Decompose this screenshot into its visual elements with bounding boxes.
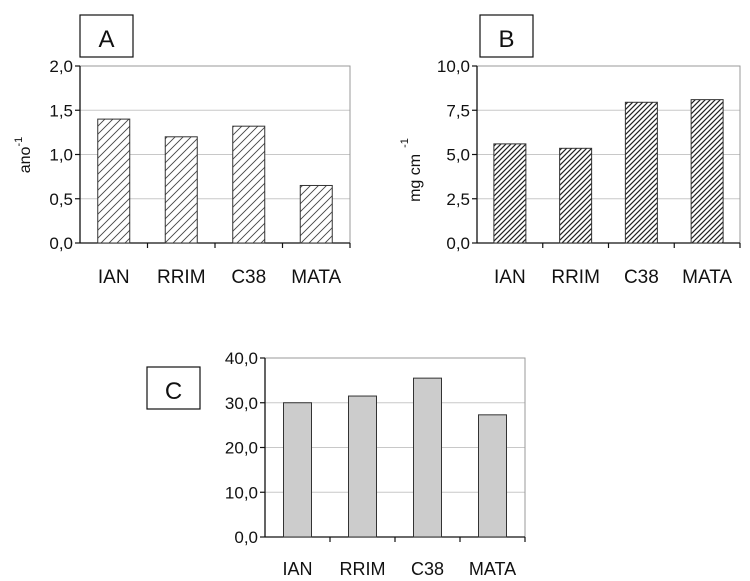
x-tick-label: RRIM <box>340 559 386 579</box>
panel-a-label: A <box>98 26 114 53</box>
y-tick-label: 10,0 <box>225 483 258 502</box>
panel-c-plot: 0,0 10,0 20,0 30,0 40,0 IAN RRIM C38 MATA <box>225 349 526 579</box>
y-tick-label: 10,0 <box>437 57 470 76</box>
y-tick-label: 2,0 <box>49 57 73 76</box>
bar-mata <box>299 184 333 244</box>
panel-b-y-axis-label: mg cm-1 <box>399 138 424 202</box>
bar-rrim <box>164 136 198 244</box>
bar-mata <box>478 414 507 538</box>
panel-c-label: C <box>165 378 182 405</box>
y-tick-label: 1,5 <box>49 101 73 120</box>
panel-b: B 0,0 2,5 5,0 7,5 10,0 IAN RRIM C38 MATA mg cm-1 <box>399 14 741 288</box>
y-tick-label: 0,0 <box>446 234 470 253</box>
bar-ian <box>97 118 131 244</box>
y-tick-label: 0,5 <box>49 190 73 209</box>
y-tick-label: 40,0 <box>225 349 258 368</box>
panel-c-label-box <box>146 366 201 410</box>
x-tick-label: C38 <box>411 559 444 579</box>
bar-c38 <box>413 377 442 538</box>
x-tick-label: MATA <box>682 267 732 288</box>
x-tick-label: RRIM <box>551 267 600 288</box>
panel-b-label: B <box>498 26 514 53</box>
panel-a: A 0,0 0,5 1,0 1,5 2,0 IAN RRIM C38 MATA ano-1 <box>13 14 351 288</box>
bar-rrim <box>348 395 377 538</box>
panel-a-plot: 0,0 0,5 1,0 1,5 2,0 IAN RRIM C38 MATA <box>49 57 351 288</box>
bar-c38 <box>624 101 658 244</box>
y-tick-label: 0,0 <box>49 234 73 253</box>
x-tick-label: IAN <box>494 267 526 288</box>
panel-a-label-box <box>79 14 134 58</box>
panel-b-plot: 0,0 2,5 5,0 7,5 10,0 IAN RRIM C38 MATA <box>437 57 741 288</box>
y-tick-label: 2,5 <box>446 190 470 209</box>
bar-c38 <box>232 125 266 244</box>
y-tick-label: 1,0 <box>49 146 73 165</box>
x-tick-label: IAN <box>98 267 130 288</box>
bar-mata <box>690 99 724 244</box>
bar-rrim <box>559 147 593 244</box>
x-tick-label: IAN <box>282 559 312 579</box>
bar-ian <box>493 143 527 244</box>
y-tick-label: 30,0 <box>225 394 258 413</box>
y-tick-label: 7,5 <box>446 101 470 120</box>
panel-a-y-axis-label: ano-1 <box>13 137 34 173</box>
x-tick-label: MATA <box>469 559 516 579</box>
x-tick-label: C38 <box>231 267 266 288</box>
y-tick-label: 5,0 <box>446 146 470 165</box>
y-tick-label: 0,0 <box>234 528 258 547</box>
x-tick-label: RRIM <box>157 267 206 288</box>
x-tick-label: C38 <box>624 267 659 288</box>
bar-ian <box>283 402 312 538</box>
x-tick-label: MATA <box>291 267 341 288</box>
panel-c: C 0,0 10,0 20,0 30,0 40,0 IAN RRIM C38 MATA <box>146 349 526 579</box>
panel-b-label-box <box>479 14 534 58</box>
y-tick-label: 20,0 <box>225 439 258 458</box>
